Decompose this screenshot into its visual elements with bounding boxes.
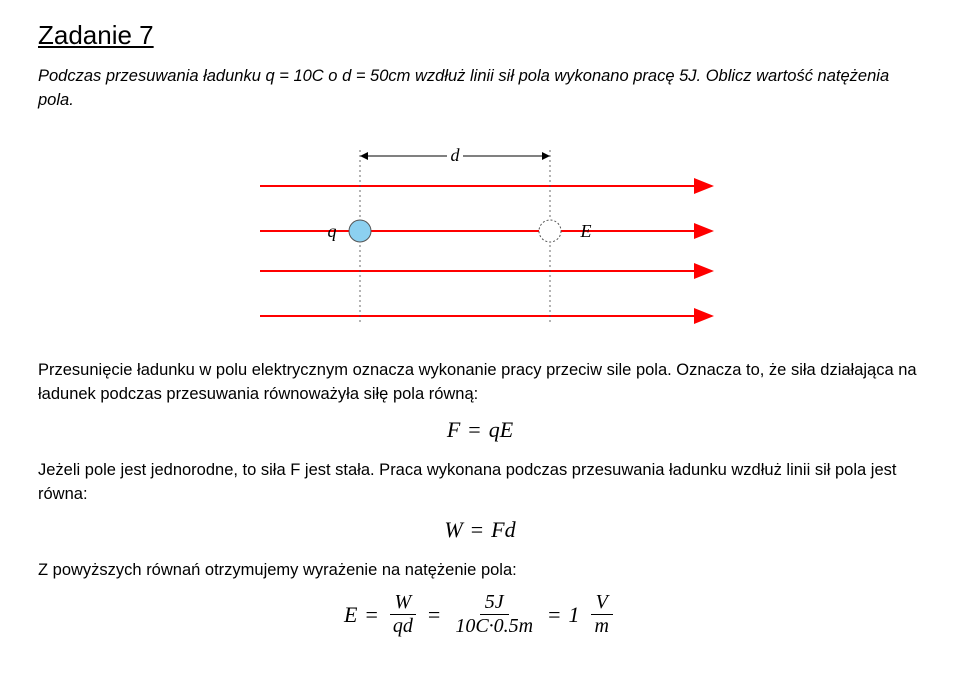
paragraph-4: Z powyższych równań otrzymujemy wyrażeni… (38, 559, 922, 583)
eq3-f2-den: 10C·0.5m (450, 615, 538, 637)
eq2-rhs: Fd (491, 517, 515, 543)
eq1-rhs: qE (489, 417, 513, 443)
eq3-E: E (344, 602, 357, 628)
equals-sign: = (468, 417, 480, 443)
eq3-frac2: 5J 10C·0.5m (450, 592, 538, 637)
eq3-f3-den: m (590, 615, 614, 637)
eq3-f2-num: 5J (480, 592, 509, 615)
eq2-lhs: W (444, 517, 462, 543)
equals-sign: = (548, 602, 560, 628)
equals-sign: = (471, 517, 483, 543)
eq3-f1-num: W (390, 592, 417, 615)
paragraph-3: Jeżeli pole jest jednorodne, to siła F j… (38, 459, 922, 507)
page: Zadanie 7 Podczas przesuwania ładunku q … (0, 0, 960, 681)
eq1-lhs: F (447, 417, 460, 443)
eq3-f1-den: qd (388, 615, 418, 637)
field-diagram: d q E (38, 131, 922, 331)
eq3-f3-num: V (591, 592, 613, 615)
svg-text:q: q (328, 221, 337, 241)
equation-3: E = W qd = 5J 10C·0.5m = 1 V m (38, 592, 922, 637)
task-title: Zadanie 7 (38, 20, 922, 51)
equals-sign: = (365, 602, 377, 628)
equals-sign: = (428, 602, 440, 628)
eq3-frac1: W qd (388, 592, 418, 637)
equation-2: W = Fd (38, 517, 922, 543)
paragraph-2: Przesunięcie ładunku w polu elektrycznym… (38, 359, 922, 407)
equation-1: F = qE (38, 417, 922, 443)
eq3-result: 1 (569, 602, 580, 628)
intro-paragraph: Podczas przesuwania ładunku q = 10C o d … (38, 65, 922, 113)
svg-text:E: E (580, 221, 592, 241)
diagram-svg: d q E (220, 131, 740, 331)
eq3-frac3: V m (590, 592, 614, 637)
svg-text:d: d (451, 145, 461, 165)
